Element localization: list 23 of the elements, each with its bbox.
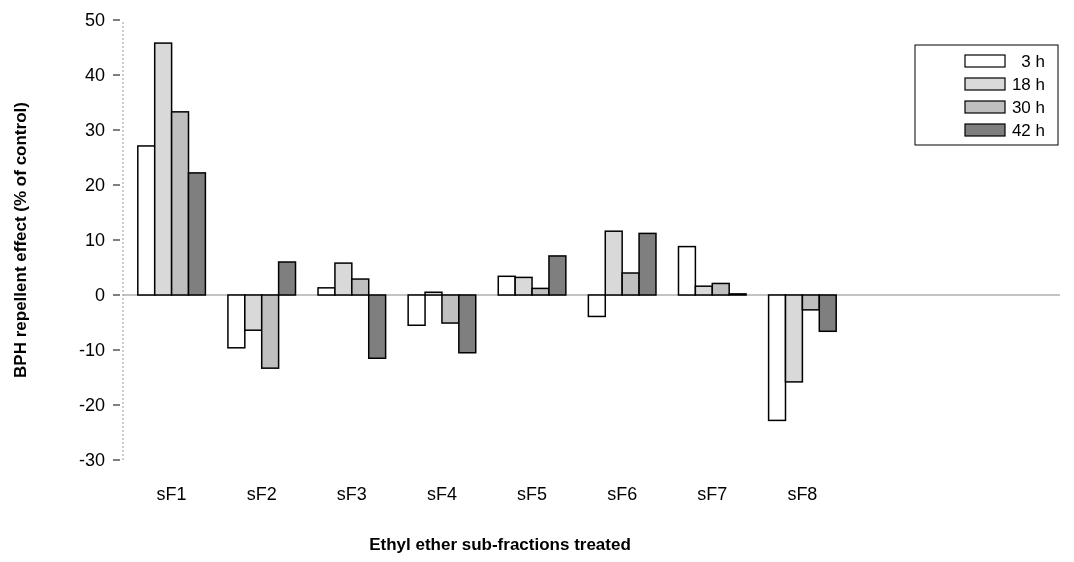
y-tick-label: 30 <box>84 120 105 141</box>
x-tick-label: sF3 <box>336 484 367 504</box>
y-tick-label: -10 <box>78 340 105 361</box>
y-axis-title: BPH repellent effect (% of control) <box>11 102 30 378</box>
x-tick-label: sF2 <box>246 484 277 504</box>
y-tick-label: 50 <box>84 10 105 31</box>
legend-label: 18 h <box>1011 74 1045 94</box>
x-tick-label: sF1 <box>156 484 187 504</box>
y-tick-label: -20 <box>78 395 105 416</box>
y-tick-label: 40 <box>84 65 105 86</box>
y-tick-label: 20 <box>84 175 105 196</box>
x-tick-label: sF5 <box>517 484 548 504</box>
x-tick-label: sF8 <box>787 484 818 504</box>
y-tick-label: 10 <box>84 230 105 251</box>
x-axis-title: Ethyl ether sub-fractions treated <box>369 535 631 554</box>
y-tick-label: 0 <box>94 285 105 306</box>
x-tick-label: sF6 <box>607 484 638 504</box>
legend-label: 42 h <box>1011 120 1045 140</box>
x-tick-label: sF7 <box>697 484 728 504</box>
x-tick-label: sF4 <box>426 484 457 504</box>
y-tick-label: -30 <box>78 450 105 471</box>
legend-label: 3 h <box>1021 51 1045 71</box>
legend-label: 30 h <box>1011 97 1045 117</box>
